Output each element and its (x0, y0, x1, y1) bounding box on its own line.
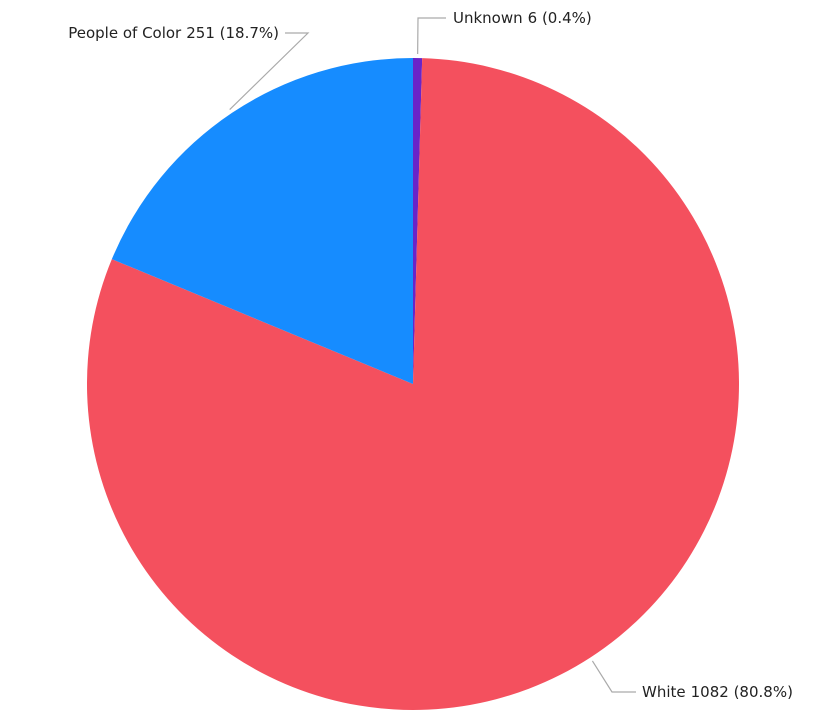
slice-value: 1082 (80.8%) (691, 683, 793, 701)
pie-slice (111, 58, 414, 384)
slice-category: White (642, 683, 686, 701)
pie-slice (413, 58, 423, 384)
slice-category: Unknown (453, 9, 523, 27)
slice-label: Unknown 6 (0.4%) (453, 9, 592, 27)
leader-line (229, 32, 310, 111)
slice-value: 6 (0.4%) (528, 9, 592, 27)
pie-slice (86, 58, 739, 710)
leader-line (417, 17, 446, 55)
slice-label: White 1082 (80.8%) (642, 683, 793, 701)
leader-line (591, 660, 636, 693)
slice-category: People of Color (68, 24, 182, 42)
slice-label: People of Color 251 (18.7%) (68, 24, 279, 42)
slice-value: 251 (18.7%) (186, 24, 279, 42)
